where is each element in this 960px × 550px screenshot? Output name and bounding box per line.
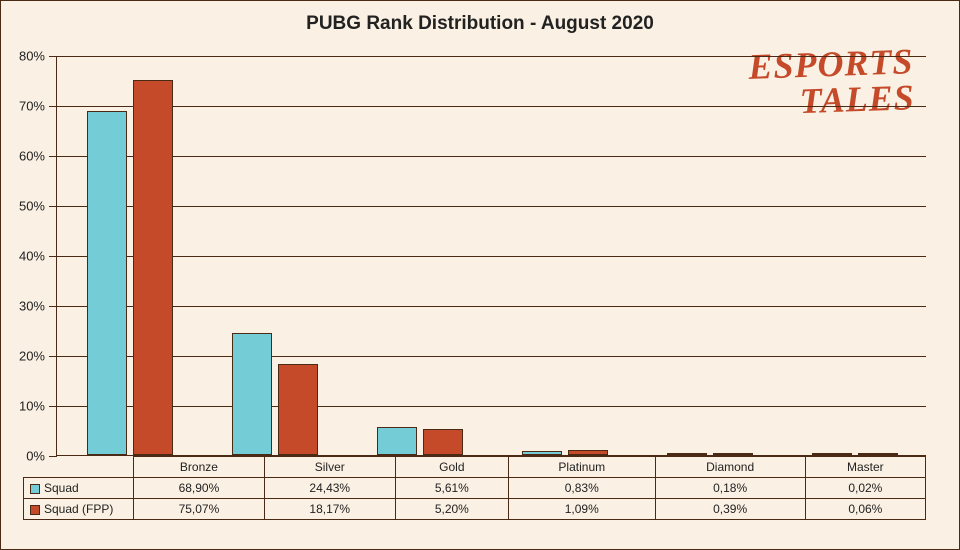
- y-tick: [49, 406, 57, 407]
- bar: [87, 111, 127, 456]
- grid-line: [57, 156, 926, 157]
- table-category-cell: Silver: [264, 457, 395, 478]
- y-axis-label: 80%: [19, 49, 45, 64]
- table-header-row: BronzeSilverGoldPlatinumDiamondMaster: [24, 457, 926, 478]
- series-name: Squad (FPP): [44, 502, 113, 516]
- y-tick: [49, 306, 57, 307]
- legend-swatch: [30, 484, 40, 494]
- grid-line: [57, 206, 926, 207]
- table-category-cell: Bronze: [134, 457, 265, 478]
- bar: [278, 364, 318, 455]
- table-category-cell: Gold: [395, 457, 508, 478]
- table-value-cell: 0,06%: [805, 499, 925, 520]
- table-value-cell: 24,43%: [264, 478, 395, 499]
- y-tick: [49, 206, 57, 207]
- table-corner-cell: [24, 457, 134, 478]
- y-tick: [49, 356, 57, 357]
- table-series-label: Squad: [24, 478, 134, 499]
- bar: [522, 451, 562, 455]
- plot-area: 0%10%20%30%40%50%60%70%80%: [56, 56, 926, 456]
- grid-line: [57, 356, 926, 357]
- bar: [232, 333, 272, 455]
- y-axis-label: 50%: [19, 199, 45, 214]
- table-value-cell: 0,18%: [655, 478, 805, 499]
- table-value-cell: 0,39%: [655, 499, 805, 520]
- table-row: Squad (FPP) 75,07%18,17%5,20%1,09%0,39%0,…: [24, 499, 926, 520]
- legend-swatch: [30, 505, 40, 515]
- table-value-cell: 68,90%: [134, 478, 265, 499]
- bar: [667, 453, 707, 455]
- y-tick: [49, 106, 57, 107]
- chart-title: PUBG Rank Distribution - August 2020: [1, 1, 959, 35]
- y-tick: [49, 256, 57, 257]
- bar: [423, 429, 463, 455]
- bar: [133, 80, 173, 455]
- y-axis-label: 30%: [19, 299, 45, 314]
- table-value-cell: 5,20%: [395, 499, 508, 520]
- bar: [377, 427, 417, 455]
- table-series-label: Squad (FPP): [24, 499, 134, 520]
- y-axis-label: 10%: [19, 399, 45, 414]
- y-axis-label: 40%: [19, 249, 45, 264]
- table-value-cell: 0,83%: [508, 478, 655, 499]
- table-value-cell: 75,07%: [134, 499, 265, 520]
- grid-line: [57, 56, 926, 57]
- table-value-cell: 18,17%: [264, 499, 395, 520]
- y-axis-label: 70%: [19, 99, 45, 114]
- bar: [812, 453, 852, 455]
- grid-line: [57, 106, 926, 107]
- y-tick: [49, 56, 57, 57]
- table-category-cell: Diamond: [655, 457, 805, 478]
- bar: [568, 450, 608, 455]
- y-tick: [49, 156, 57, 157]
- table-value-cell: 0,02%: [805, 478, 925, 499]
- grid-line: [57, 256, 926, 257]
- bar: [713, 453, 753, 455]
- y-axis-label: 20%: [19, 349, 45, 364]
- table-category-cell: Platinum: [508, 457, 655, 478]
- series-name: Squad: [44, 481, 79, 495]
- data-table: BronzeSilverGoldPlatinumDiamondMasterSqu…: [23, 456, 926, 520]
- table-value-cell: 1,09%: [508, 499, 655, 520]
- bar: [858, 453, 898, 455]
- y-axis-label: 60%: [19, 149, 45, 164]
- table-category-cell: Master: [805, 457, 925, 478]
- table-row: Squad 68,90%24,43%5,61%0,83%0,18%0,02%: [24, 478, 926, 499]
- grid-line: [57, 306, 926, 307]
- table-value-cell: 5,61%: [395, 478, 508, 499]
- grid-line: [57, 406, 926, 407]
